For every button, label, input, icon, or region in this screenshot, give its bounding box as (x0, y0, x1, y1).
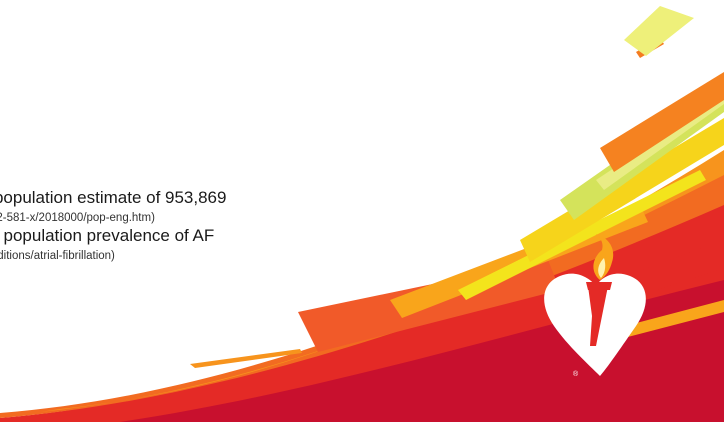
yellow-streak-2 (520, 118, 724, 262)
yellow-streak-1 (458, 170, 706, 300)
af-prevalence-text: Canadian population prevalence of AF (0, 226, 215, 245)
amber-streak-right (610, 300, 724, 340)
population-source-link[interactable]: a/n1/pub/12-581-x/2018000/pop-eng.htm) (0, 212, 155, 224)
population-estimate-text: vincial population estimate of 953,869 (0, 188, 227, 207)
dark-red-swoosh-band (120, 280, 724, 422)
af-source-link[interactable]: ca/heart/conditions/atrial-fibrillation) (0, 250, 115, 262)
light-orange-streak (190, 349, 302, 368)
orange-streak-upper (600, 72, 724, 172)
heart-and-torch-icon (544, 234, 646, 376)
registered-mark: ® (573, 371, 579, 378)
pale-yellow-corner (624, 6, 694, 56)
